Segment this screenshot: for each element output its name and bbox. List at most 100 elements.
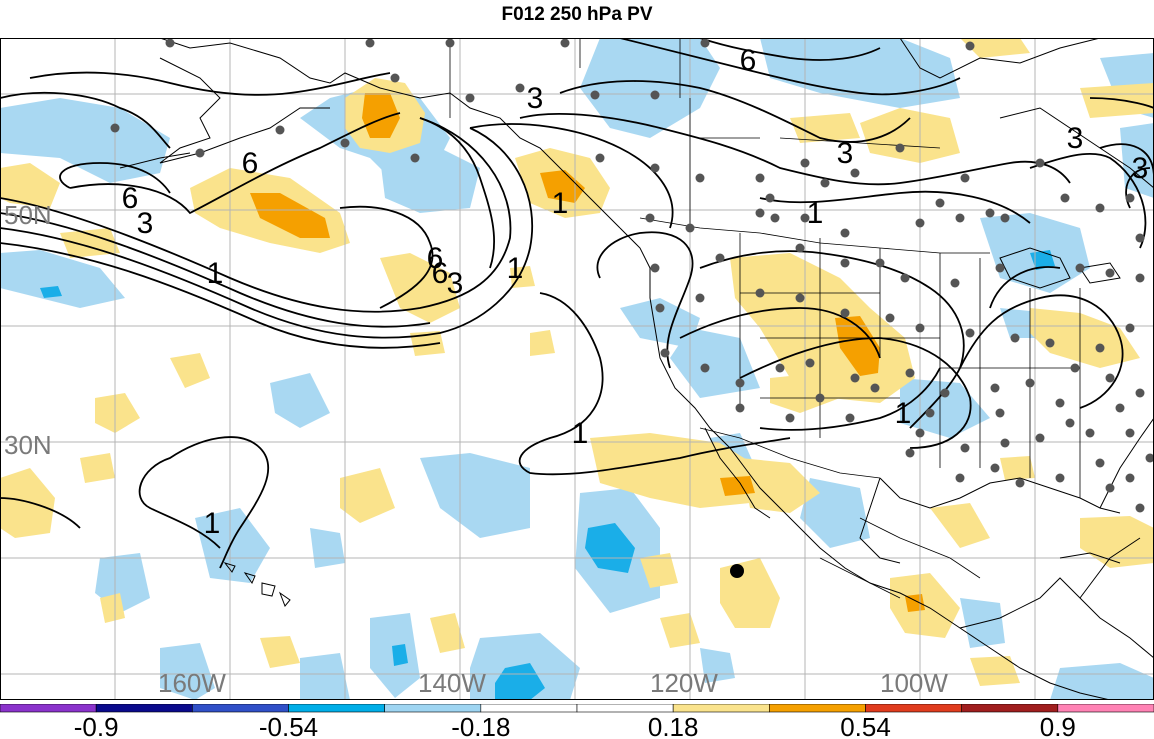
station-dot — [915, 218, 925, 228]
station-dot — [700, 363, 710, 373]
station-dot — [445, 38, 455, 48]
station-dot — [1010, 333, 1020, 343]
contour-label: 3 — [1132, 152, 1149, 185]
station-dot — [915, 323, 925, 333]
colorbar-swatch — [769, 704, 866, 713]
colorbar-label: 0.9 — [1040, 712, 1076, 739]
location-marker — [730, 564, 744, 578]
station-dot — [1065, 418, 1075, 428]
station-dot — [965, 41, 975, 51]
colorbar-swatch — [95, 704, 193, 713]
contour-label: 6 — [122, 182, 139, 215]
colorbar-swatch — [961, 704, 1059, 713]
station-dot — [1105, 483, 1115, 493]
contour-label: 1 — [204, 507, 221, 540]
colorbar-swatch — [1057, 704, 1154, 713]
station-dot — [1125, 473, 1135, 483]
station-dot — [800, 213, 810, 223]
station-dot — [1085, 428, 1095, 438]
station-dot — [1035, 433, 1045, 443]
station-dot — [735, 378, 745, 388]
contour-label: 3 — [137, 207, 154, 240]
station-dot — [885, 313, 895, 323]
colorbar: -0.9 -0.54 -0.18 0.18 0.54 0.9 — [0, 704, 1154, 739]
station-dot — [1095, 458, 1105, 468]
station-dot — [815, 393, 825, 403]
station-dot — [1075, 263, 1085, 273]
station-dot — [650, 163, 660, 173]
station-dot — [195, 148, 205, 158]
station-dot — [1000, 438, 1010, 448]
station-dot — [685, 223, 695, 233]
station-dot — [900, 273, 910, 283]
station-dot — [645, 213, 655, 223]
colorbar-label: 0.18 — [648, 712, 699, 739]
station-dot — [1055, 473, 1065, 483]
station-dot — [1125, 323, 1135, 333]
contour-label: 3 — [527, 82, 544, 115]
station-dot — [1035, 158, 1045, 168]
station-dot — [935, 198, 945, 208]
contour-label: 6 — [242, 147, 259, 180]
contour-label: 3 — [1067, 122, 1084, 155]
station-dot — [870, 383, 880, 393]
contour-label: 6 — [427, 242, 444, 275]
station-dot — [795, 243, 805, 253]
station-dot — [1145, 453, 1154, 463]
contour-label: 3 — [837, 137, 854, 170]
station-dot — [915, 428, 925, 438]
station-dot — [995, 408, 1005, 418]
station-dot — [960, 443, 970, 453]
station-dot — [925, 408, 935, 418]
station-dot — [650, 90, 660, 100]
station-dot — [695, 173, 705, 183]
station-dot — [820, 178, 830, 188]
station-dot — [515, 83, 525, 93]
station-dot — [700, 38, 710, 48]
station-dot — [595, 153, 605, 163]
station-dot — [1070, 363, 1080, 373]
station-dot — [1135, 503, 1145, 513]
station-dot — [905, 368, 915, 378]
colorbar-swatch — [384, 704, 482, 713]
station-dot — [110, 123, 120, 133]
station-dot — [850, 373, 860, 383]
station-dot — [735, 403, 745, 413]
station-dot — [985, 208, 995, 218]
station-dot — [960, 173, 970, 183]
lon-label-120w: 120W — [650, 668, 718, 698]
station-dot — [875, 258, 885, 268]
station-dot — [755, 208, 765, 218]
station-dot — [990, 463, 1000, 473]
colorbar-swatch — [480, 704, 578, 713]
station-dot — [1095, 343, 1105, 353]
station-dot — [465, 93, 475, 103]
station-dot — [765, 193, 775, 203]
graticule — [0, 38, 1154, 700]
station-dot — [1015, 478, 1025, 488]
station-dot — [905, 448, 915, 458]
station-dot — [275, 125, 285, 135]
station-dot — [965, 328, 975, 338]
colorbar-swatch — [672, 704, 770, 713]
station-dot — [1105, 268, 1115, 278]
colorbar-swatch — [192, 704, 289, 713]
station-dot — [590, 90, 600, 100]
station-dot — [770, 213, 780, 223]
lon-label-140w: 140W — [418, 668, 486, 698]
station-dot — [390, 73, 400, 83]
station-dot — [805, 358, 815, 368]
strong-negative-anomaly-shading — [40, 250, 1055, 700]
station-dot — [1055, 398, 1065, 408]
map-title: F012 250 hPa PV — [501, 4, 653, 25]
station-dot — [995, 263, 1005, 273]
station-dot — [1045, 338, 1055, 348]
station-dot — [1060, 193, 1070, 203]
station-dot — [560, 38, 570, 48]
station-dot — [695, 293, 705, 303]
station-dot — [755, 288, 765, 298]
station-dot — [840, 228, 850, 238]
station-dot — [840, 308, 850, 318]
contour-label: 3 — [447, 267, 464, 300]
colorbar-swatches — [0, 704, 1154, 713]
